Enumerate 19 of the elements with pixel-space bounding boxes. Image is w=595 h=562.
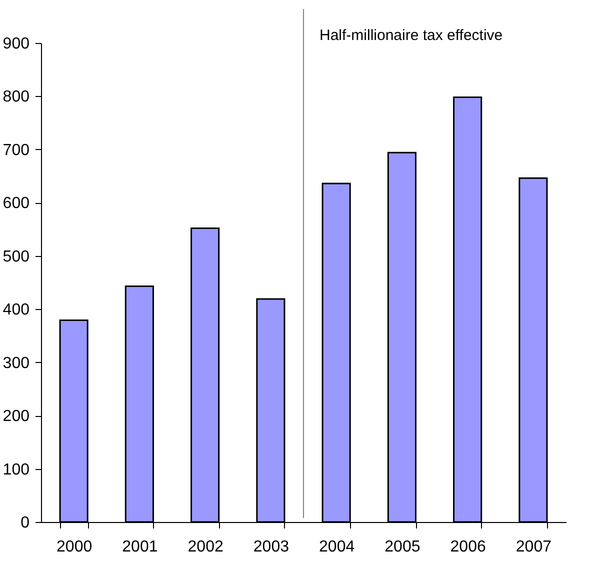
x-tick-label: 2006: [450, 538, 486, 556]
x-tick-label: 2005: [384, 538, 420, 556]
y-tick-label: 600: [2, 195, 30, 212]
x-tick-label: 2001: [122, 538, 158, 556]
annotation: Half-millionaire tax effective: [320, 27, 503, 44]
y-tick-label: 200: [2, 408, 30, 426]
x-tick-label: 2002: [188, 538, 224, 556]
y-tick-label: 0: [20, 514, 30, 532]
x-tick-label: 2003: [253, 538, 290, 556]
x-tick-label: 2004: [319, 538, 355, 556]
y-tick-label: 900: [2, 36, 30, 52]
y-tick-label: 300: [2, 354, 30, 372]
y-tick-label: 100: [2, 461, 30, 478]
y-tick-label: 400: [2, 302, 30, 319]
x-tick-label: 2000: [56, 538, 92, 556]
y-tick-label: 500: [2, 248, 30, 266]
x-tick-label: 2007: [516, 538, 552, 556]
y-tick-label: 800: [2, 88, 30, 106]
y-tick-label: 700: [2, 142, 30, 159]
